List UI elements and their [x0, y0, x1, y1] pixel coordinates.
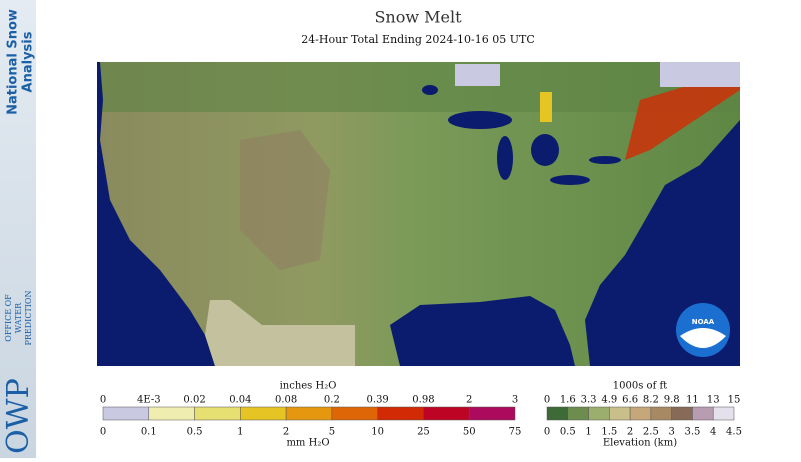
legend-swatch: [102, 406, 150, 421]
org-line: OFFICE OF: [4, 294, 13, 342]
legend-swatch: [588, 406, 610, 421]
legend-swatch: [331, 406, 378, 421]
legend-label: 75: [509, 427, 522, 438]
legend-label: 6.6: [622, 395, 638, 406]
subtitle: 24-Hour Total Ending 2024-10-16 05 UTC: [301, 33, 535, 46]
org-line: PREDICTION: [24, 291, 33, 346]
legend-swatch: [650, 406, 672, 421]
legend-label: 25: [417, 427, 430, 438]
mexico: [205, 300, 355, 366]
legend-label: 4.5: [726, 427, 742, 438]
sidebar: [0, 0, 36, 458]
legend-label: 10: [371, 427, 384, 438]
legend-label: 4: [710, 427, 716, 438]
legend-label: 0.5: [187, 427, 203, 438]
legend-label: 3.5: [684, 427, 700, 438]
legend-label: 0.39: [367, 395, 389, 406]
legend-swatch: [468, 406, 516, 421]
legend-swatch: [629, 406, 652, 421]
legend-label: 4E-3: [137, 395, 161, 406]
legend-label: 4.9: [601, 395, 617, 406]
legend-label: 3: [668, 427, 674, 438]
noaa-text: NOAA: [692, 318, 715, 326]
title: Snow Melt: [374, 8, 462, 27]
sidebar-title: Analysis: [21, 31, 36, 92]
legend-swatch: [285, 406, 333, 421]
legend-swatch: [194, 406, 241, 421]
sidebar-title: National Snow: [6, 9, 21, 115]
legend-label: 3: [512, 395, 518, 406]
legend-unit: inches H₂O: [280, 381, 337, 392]
gulf: [390, 296, 575, 366]
legend-label: 11: [686, 395, 699, 406]
legend-label: 8.2: [643, 395, 659, 406]
snow-patches: [455, 62, 740, 160]
legend-label: 13: [707, 395, 720, 406]
legend-unit: mm H₂O: [286, 438, 329, 449]
legend-swatch: [377, 406, 424, 421]
legend-label: 1: [585, 427, 591, 438]
legend-label: 0: [544, 427, 550, 438]
legend-swatch: [567, 406, 589, 421]
legends: 0 4E-3 0.02 0.04 0.08 0.2 0.39 0.98 2 30 0.1 0.5 1 2 5…: [100, 395, 742, 438]
legend-label: 0.5: [560, 427, 576, 438]
legend-swatch: [609, 406, 631, 421]
legend-label: 15: [728, 395, 741, 406]
legend-label: 0.02: [183, 395, 205, 406]
legend-label: 2: [627, 427, 633, 438]
legend-swatch: [423, 406, 470, 421]
legend-label: 0.98: [412, 395, 434, 406]
legend-label: 0.2: [324, 395, 340, 406]
legend-swatch: [240, 406, 287, 421]
org-logo: OWP: [1, 378, 36, 454]
legend-label: 2.5: [643, 427, 659, 438]
great-lakes: [422, 85, 621, 185]
legend-label: 0: [100, 395, 106, 406]
pacific: [97, 62, 215, 366]
legend-label: 3.3: [581, 395, 597, 406]
legend-label: 0.1: [141, 427, 157, 438]
legend-label: 0.08: [275, 395, 297, 406]
legend-unit: 1000s of ft: [613, 381, 667, 392]
legend-label: 0: [100, 427, 106, 438]
canada: [97, 62, 740, 112]
legend-label: 9.8: [664, 395, 680, 406]
legend-label: 2: [466, 395, 472, 406]
legend-label: 2: [283, 427, 289, 438]
map: NOAA: [97, 62, 740, 366]
legend-label: 1.5: [601, 427, 617, 438]
legend-label: 1: [237, 427, 243, 438]
legend-label: 50: [463, 427, 476, 438]
legend-swatch: [546, 406, 569, 421]
legend-label: 0.04: [229, 395, 251, 406]
rockies: [240, 130, 330, 270]
legend-swatch: [148, 406, 195, 421]
legend-label: 0: [544, 395, 550, 406]
org-line: WATER: [14, 302, 23, 333]
noaa-bird: [680, 328, 726, 348]
legend-label: 1.6: [560, 395, 576, 406]
legend-swatch: [692, 406, 714, 421]
legend-swatch: [712, 406, 735, 421]
legend-unit: Elevation (km): [603, 438, 677, 449]
legend-swatch: [671, 406, 693, 421]
legend-label: 5: [329, 427, 335, 438]
